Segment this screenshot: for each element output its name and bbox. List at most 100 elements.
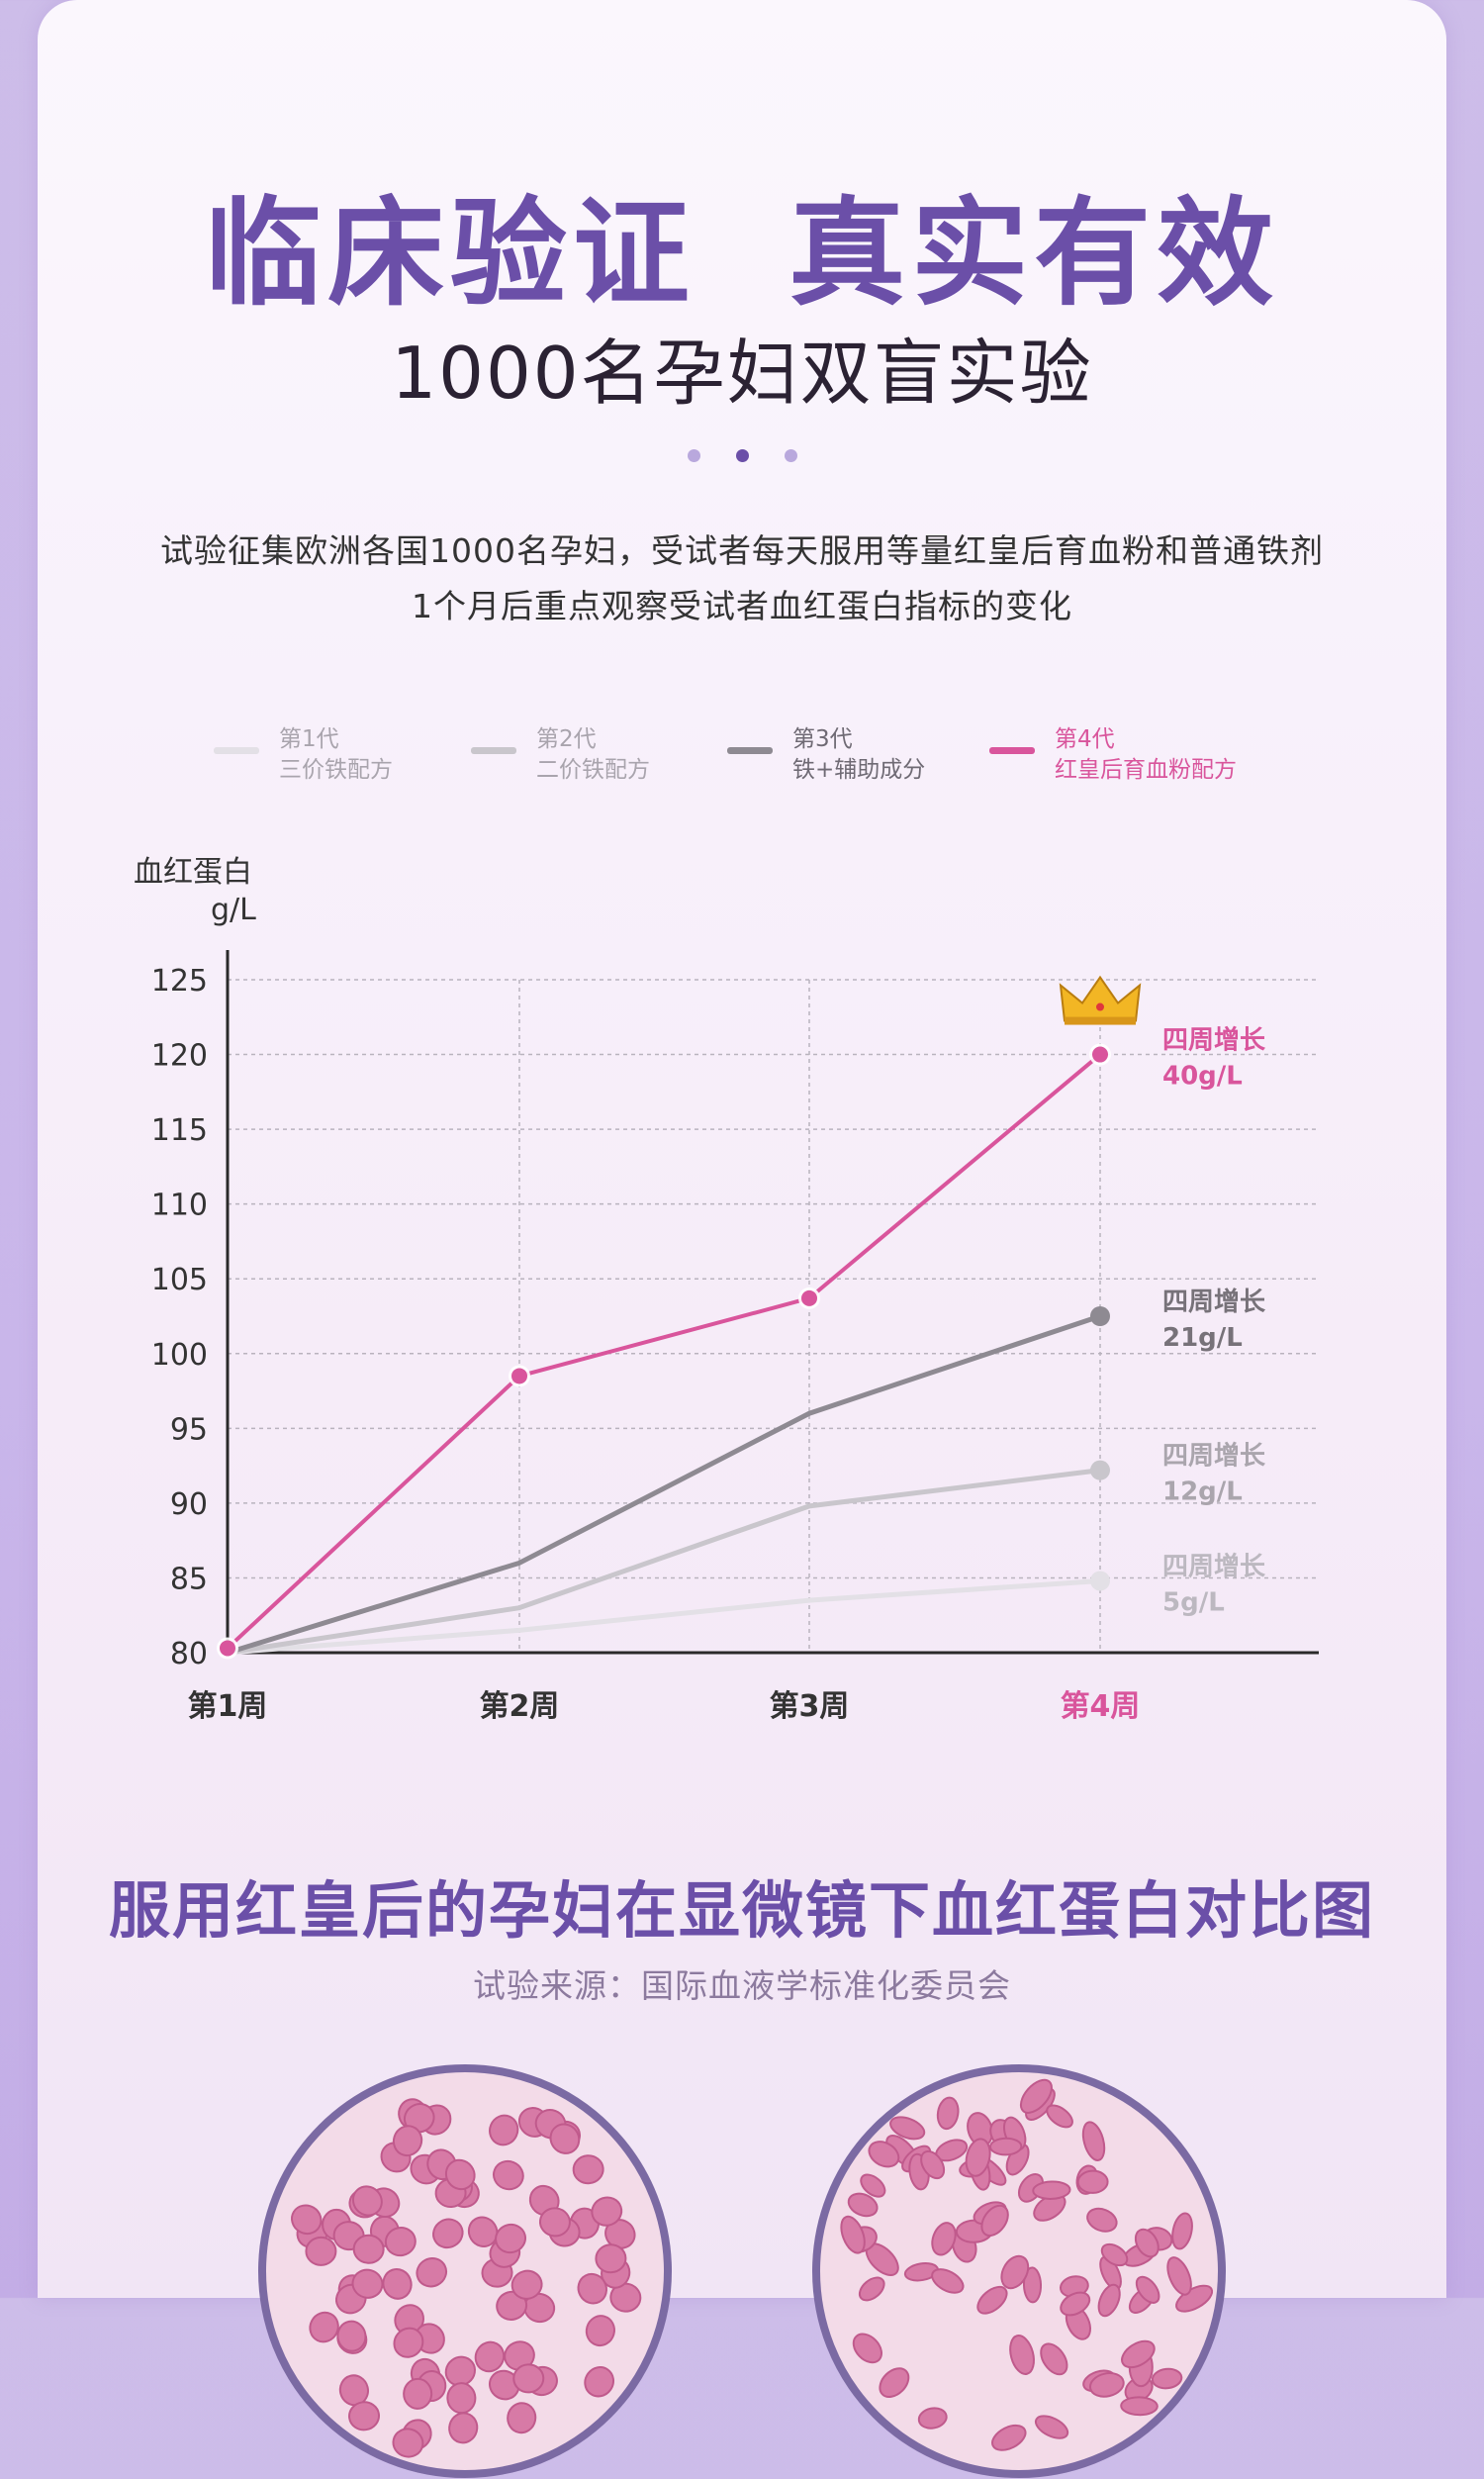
page-title: 临床验证 真实有效 (204, 185, 1280, 322)
series-line-gen3 (227, 1313, 1101, 1656)
series-annotation-title: 四周增长 (1162, 1287, 1266, 1317)
red-blood-cell (1019, 2078, 1053, 2114)
series-annotation-title: 四周增长 (1162, 1025, 1266, 1056)
legend-gen2-desc: 二价铁配方 (536, 757, 650, 783)
comparison-source: 试验来源：国际血液学标准化委员会 (473, 1966, 1011, 2005)
red-blood-cell (291, 2204, 323, 2236)
line-chart: 80 85 90 95 100 105 110 115 120 125 第1周 第2周 第3周 第4周 四周… (151, 950, 1319, 1724)
data-point (511, 1368, 527, 1384)
red-blood-cell (1081, 2121, 1106, 2161)
red-blood-cell (493, 2159, 524, 2191)
series-annotation-value: 5g/L (1162, 1587, 1225, 1617)
red-blood-cell (1076, 2169, 1109, 2194)
series-annotation-value: 12g/L (1162, 1478, 1243, 1507)
y-tick-label: 80 (170, 1637, 208, 1671)
red-blood-cell (840, 2215, 866, 2254)
red-blood-cell (1000, 2254, 1030, 2290)
legend-gen3-label: 第3代 (792, 726, 853, 752)
red-blood-cell (467, 2216, 499, 2247)
y-axis-unit: g/L (211, 893, 256, 927)
legend-gen2-label: 第2代 (536, 726, 597, 752)
pager-dot[interactable] (784, 449, 797, 462)
y-tick-label: 100 (151, 1338, 208, 1373)
data-point (220, 1640, 235, 1657)
red-blood-cell (965, 2138, 991, 2177)
red-blood-cell (489, 2114, 519, 2146)
legend-swatch-gen2 (471, 747, 516, 754)
series-line-gen4 (226, 1053, 1102, 1650)
red-blood-cell (392, 2125, 423, 2157)
red-blood-cell (1046, 2104, 1073, 2129)
red-blood-cell (920, 2149, 946, 2180)
page-subtitle: 1000名孕妇双盲实验 (391, 332, 1093, 415)
red-blood-cell (432, 2218, 464, 2249)
data-point (1090, 1306, 1110, 1326)
red-blood-cell (931, 2268, 965, 2294)
y-tick-label: 90 (170, 1487, 208, 1522)
red-blood-cell (936, 2096, 960, 2131)
legend-gen1-label: 第1代 (279, 726, 339, 752)
red-blood-cell (446, 2382, 477, 2415)
red-blood-cell (1166, 2256, 1192, 2296)
red-blood-cell (538, 2207, 571, 2238)
data-point (1090, 1460, 1110, 1480)
red-blood-cell (549, 2123, 581, 2154)
content-card (38, 0, 1446, 2298)
series-annotation-value: 21g/L (1162, 1323, 1243, 1353)
pager-dot[interactable] (687, 449, 700, 462)
red-blood-cell (591, 2196, 623, 2227)
legend-gen4-label: 第4代 (1055, 726, 1115, 752)
legend-swatch-gen1 (214, 747, 259, 754)
red-blood-cell (495, 2223, 526, 2254)
red-blood-cell (1086, 2207, 1118, 2233)
y-tick-label: 95 (170, 1412, 208, 1447)
red-blood-cell (512, 2363, 545, 2394)
red-blood-cell (980, 2204, 1009, 2238)
red-blood-cell (403, 2103, 435, 2134)
series-line-gen1 (227, 1577, 1101, 1656)
series-annotation-title: 四周增长 (1162, 1551, 1266, 1581)
description-line-1: 试验征集欧洲各国1000名孕妇，受试者每天服用等量红皇后育血粉和普通铁剂 (160, 531, 1324, 570)
comparison-title: 服用红皇后的孕妇在显微镜下血红蛋白对比图 (108, 1874, 1375, 1947)
description-line-2: 1个月后重点观察受试者血红蛋白指标的变化 (412, 587, 1072, 625)
y-tick-label: 115 (151, 1113, 208, 1148)
data-point (1090, 1571, 1110, 1591)
y-tick-label: 85 (170, 1562, 208, 1596)
legend-swatch-gen3 (727, 747, 773, 754)
pager-dot-active[interactable] (735, 449, 749, 462)
crown-icon-band (1065, 1016, 1136, 1025)
microscope-image-after (812, 2064, 1226, 2478)
red-blood-cell (572, 2154, 604, 2185)
x-tick-label: 第2周 (480, 1689, 560, 1724)
series-annotation-value: 40g/L (1162, 1062, 1243, 1092)
red-blood-cell (351, 2268, 384, 2299)
red-blood-cell (1032, 2180, 1071, 2200)
red-blood-cell (1100, 2242, 1129, 2267)
red-blood-cell (889, 2116, 926, 2141)
red-blood-cell (1134, 2228, 1159, 2258)
x-tick-label: 第1周 (188, 1689, 268, 1724)
data-point (1092, 1046, 1108, 1063)
x-tick-label: 第3周 (770, 1689, 850, 1724)
crown-icon-gem (1096, 1002, 1104, 1011)
data-point (801, 1289, 817, 1306)
legend-swatch-gen4 (989, 747, 1035, 754)
red-blood-cell (305, 2236, 337, 2266)
red-blood-cell (931, 2222, 957, 2256)
y-tick-label: 105 (151, 1263, 208, 1297)
microscope-image-before (258, 2064, 672, 2478)
series-line-gen2 (227, 1468, 1101, 1656)
red-blood-cell (351, 2185, 383, 2217)
red-blood-cell (988, 2137, 1023, 2156)
legend-gen3-desc: 铁+辅助成分 (792, 757, 926, 783)
red-blood-cell (847, 2192, 879, 2218)
red-blood-cell (595, 2243, 627, 2274)
y-tick-label: 110 (151, 1189, 208, 1223)
y-tick-label: 120 (151, 1039, 208, 1074)
legend-gen4-desc: 红皇后育血粉配方 (1055, 757, 1237, 783)
red-blood-cell (384, 2227, 417, 2257)
series-annotation-title: 四周增长 (1162, 1441, 1266, 1472)
red-blood-cell (444, 2158, 476, 2191)
red-blood-cell (352, 2234, 385, 2264)
chart-legend: 第1代 三价铁配方 第2代 二价铁配方 第3代 铁+辅助成分 第4代 红皇后育血… (0, 717, 1484, 787)
